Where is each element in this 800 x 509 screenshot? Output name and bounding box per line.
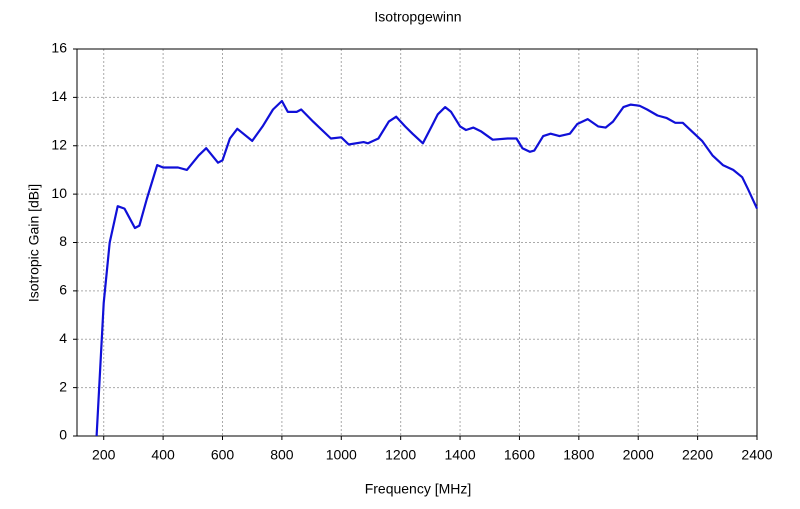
x-tick-label: 800 <box>270 447 294 463</box>
x-tick-label: 1000 <box>326 447 357 463</box>
x-axis-label: Frequency [MHz] <box>365 481 472 497</box>
plot-frame <box>76 48 758 437</box>
x-tick-label: 400 <box>151 447 175 463</box>
x-tick-label: 200 <box>92 447 116 463</box>
x-tick-label: 2000 <box>623 447 654 463</box>
y-tick-label: 6 <box>59 282 67 298</box>
x-tick-label: 1600 <box>504 447 535 463</box>
x-tick-label: 2400 <box>741 447 772 463</box>
x-tick-label: 1400 <box>444 447 475 463</box>
y-tick-label: 4 <box>59 330 67 346</box>
y-tick-label: 14 <box>51 88 67 104</box>
y-tick-label: 8 <box>59 233 67 249</box>
y-tick-label: 16 <box>51 40 67 56</box>
x-tick-label: 1800 <box>563 447 594 463</box>
x-tick-label: 2200 <box>682 447 713 463</box>
x-tick-label: 1200 <box>385 447 416 463</box>
y-tick-label: 2 <box>59 378 67 394</box>
chart-title: Isotropgewinn <box>374 9 461 25</box>
y-axis-label: Isotropic Gain [dBi] <box>26 184 42 302</box>
y-tick-label: 10 <box>51 185 67 201</box>
data-line <box>95 99 758 437</box>
y-tick-label: 12 <box>51 136 67 152</box>
y-tick-label: 0 <box>59 427 67 443</box>
x-tick-label: 600 <box>211 447 235 463</box>
